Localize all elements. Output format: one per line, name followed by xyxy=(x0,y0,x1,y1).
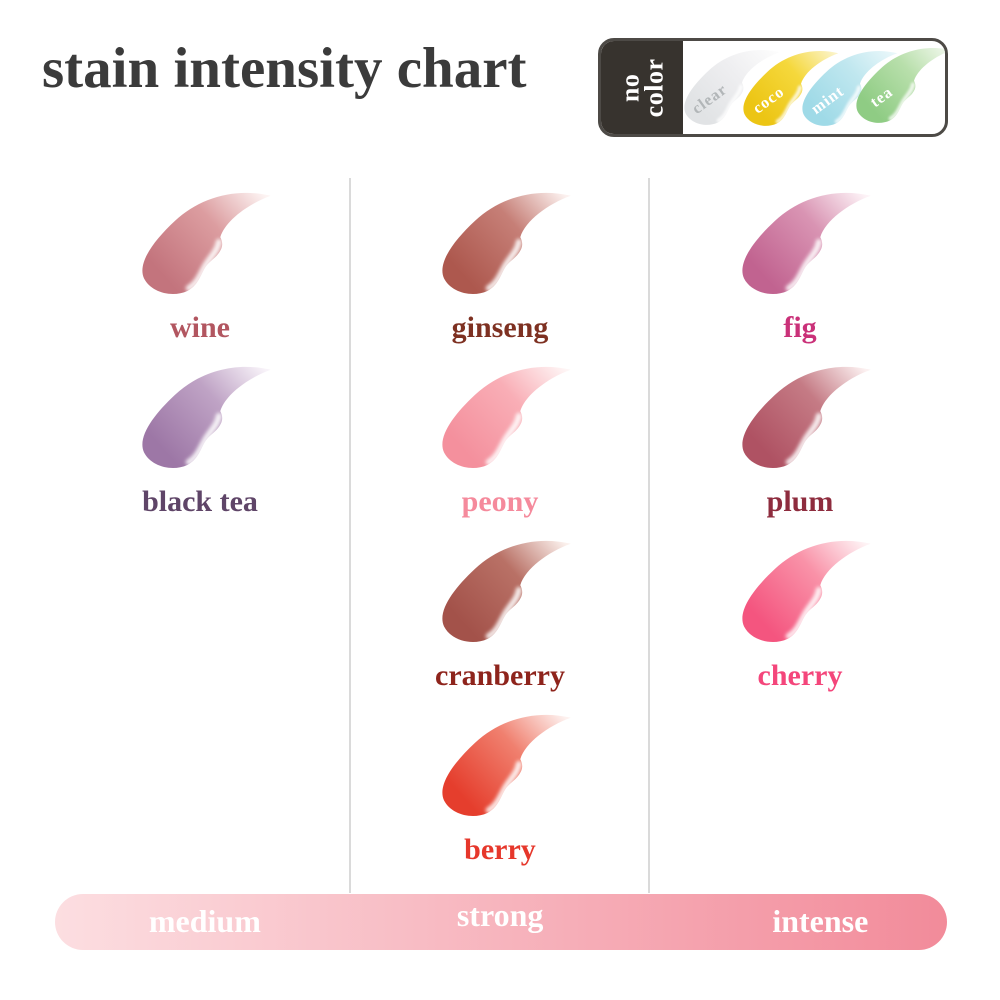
page-title: stain intensity chart xyxy=(42,37,527,100)
wine-smear-icon xyxy=(142,192,271,295)
swatch-label-berry: berry xyxy=(464,833,536,866)
tea-swatch-icon: tea xyxy=(856,48,945,123)
swatch-card-peony: peony xyxy=(423,360,577,520)
black-tea-smear-icon xyxy=(142,366,271,469)
intensity-bar: medium strong intense xyxy=(55,894,947,950)
swatch-card-berry: berry xyxy=(423,708,577,868)
intensity-label-medium: medium xyxy=(148,903,261,939)
coco-swatch-icon: coco xyxy=(743,51,839,126)
no-color-label: no color xyxy=(615,58,668,117)
no-color-panel: no color xyxy=(601,41,683,134)
berry-smear-icon xyxy=(442,714,571,817)
intensity-label-strong: strong xyxy=(456,897,544,933)
swatch-label-fig: fig xyxy=(783,311,817,344)
swatch-label-black-tea: black tea xyxy=(142,485,258,518)
swatch-card-cranberry: cranberry xyxy=(423,534,577,694)
column-intense: fig plum xyxy=(690,186,910,708)
no-color-label-line2: color xyxy=(639,58,668,117)
swatch-label-cherry: cherry xyxy=(757,659,843,692)
peony-smear-icon xyxy=(442,366,571,469)
swatch-label-plum: plum xyxy=(766,485,834,518)
swatch-label-wine: wine xyxy=(170,311,230,344)
swatch-label-ginseng: ginseng xyxy=(451,311,549,344)
swatch-card-fig: fig xyxy=(723,186,877,346)
swatch-card-black-tea: black tea xyxy=(123,360,277,520)
cherry-smear-icon xyxy=(742,540,871,643)
swatch-label-peony: peony xyxy=(461,485,539,518)
fig-smear-icon xyxy=(742,192,871,295)
no-color-swatches: clear coco mint xyxy=(683,41,945,134)
column-divider-right xyxy=(648,178,650,893)
intensity-label-intense: intense xyxy=(772,903,869,939)
plum-smear-icon xyxy=(742,366,871,469)
swatch-card-cherry: cherry xyxy=(723,534,877,694)
swatch-label-cranberry: cranberry xyxy=(435,659,565,692)
ginseng-smear-icon xyxy=(442,192,571,295)
column-divider-left xyxy=(349,178,351,893)
no-color-badge: no color clear xyxy=(598,38,948,137)
swatch-card-wine: wine xyxy=(123,186,277,346)
column-medium: wine black tea xyxy=(90,186,310,534)
column-strong: ginseng peony xyxy=(390,186,610,882)
no-color-label-line1: no xyxy=(615,73,645,102)
swatch-card-plum: plum xyxy=(723,360,877,520)
clear-swatch-icon: clear xyxy=(684,50,780,125)
cranberry-smear-icon xyxy=(442,540,571,643)
swatch-card-ginseng: ginseng xyxy=(423,186,577,346)
mint-swatch-icon: mint xyxy=(802,51,898,126)
